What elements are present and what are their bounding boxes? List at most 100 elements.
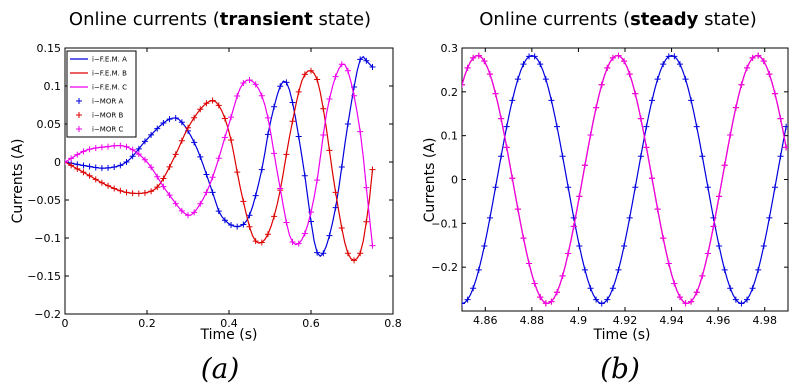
series-marker: [727, 132, 734, 139]
panel-caption: (b): [600, 352, 640, 385]
series-marker: [559, 153, 566, 160]
series-marker: [526, 53, 533, 60]
series-marker: [166, 192, 173, 199]
x-ticks: 4.86 4.88 4.9 4.92 4.94 4.96 4.98: [473, 48, 777, 327]
series-marker: [598, 300, 605, 307]
series-marker: [240, 80, 247, 87]
x-axis-label: Time (s): [593, 327, 651, 343]
series-marker: [295, 88, 302, 95]
series-marker: [148, 164, 155, 171]
series-0: [462, 53, 788, 307]
series-marker: [338, 225, 345, 232]
series-marker: [344, 250, 351, 257]
series-marker: [209, 97, 216, 104]
y-axis-label: Currents (A): [10, 139, 26, 224]
series-marker: [363, 218, 370, 225]
y-ticks: −0.2 −0.15 −0.1 −0.05 0 0.05 0.1 0.15: [27, 42, 393, 321]
x-ticks: 0 0.2 0.4 0.6 0.8: [62, 48, 402, 330]
series-marker: [221, 217, 228, 224]
series-marker: [704, 184, 711, 191]
series-marker: [721, 162, 728, 169]
series-marker: [760, 242, 767, 249]
series-marker: [581, 266, 588, 273]
series-marker: [609, 285, 616, 292]
series-marker: [492, 90, 499, 97]
y-tick-label: 0: [451, 174, 458, 187]
y-tick-label: 0.05: [37, 118, 62, 131]
series-marker: [308, 209, 314, 216]
series-marker: [203, 189, 210, 196]
y-ticks: −0.2 −0.1 0 0.1 0.2 0.3: [431, 42, 788, 274]
series-marker: [148, 131, 155, 138]
series-marker: [191, 139, 198, 146]
series-marker: [749, 285, 756, 292]
series-marker: [649, 97, 656, 104]
series-marker: [98, 144, 105, 151]
legend-label: i−MOR B: [92, 112, 123, 120]
series-marker: [283, 219, 290, 226]
series-marker: [308, 67, 314, 74]
series-marker: [203, 100, 210, 107]
series-marker: [80, 148, 87, 155]
series-marker: [326, 232, 333, 239]
series-marker: [154, 125, 161, 132]
series-marker: [783, 123, 788, 130]
series-marker: [665, 53, 672, 60]
x-tick-label: 0.2: [138, 317, 156, 330]
series-marker: [721, 266, 728, 273]
series-marker: [464, 296, 471, 303]
series-marker: [80, 162, 87, 169]
series-marker: [148, 188, 155, 195]
series-marker: [258, 92, 265, 99]
series-marker: [289, 239, 296, 246]
series-marker: [105, 182, 112, 189]
series-marker: [587, 132, 594, 139]
series-marker: [98, 179, 105, 186]
series-marker: [326, 95, 333, 102]
series-marker: [234, 93, 241, 100]
series-marker: [135, 145, 142, 152]
series-marker: [357, 250, 364, 257]
y-tick-label: −0.2: [34, 308, 61, 321]
series-marker: [271, 213, 278, 220]
series-marker: [234, 223, 241, 230]
series-marker: [154, 184, 161, 191]
series-marker: [632, 90, 639, 97]
series-marker: [771, 90, 778, 97]
series-marker: [716, 242, 723, 249]
series-marker: [660, 61, 667, 68]
series-marker: [117, 142, 124, 149]
series-marker: [197, 200, 204, 207]
series-2: [462, 52, 788, 307]
series-marker: [314, 76, 321, 83]
series-marker: [65, 159, 68, 165]
y-axis-label: Currents (A): [422, 138, 438, 223]
series-marker: [732, 296, 739, 303]
series-marker: [565, 184, 572, 191]
series-marker: [68, 162, 75, 169]
series-marker: [654, 206, 661, 213]
series-marker: [520, 235, 527, 242]
series-marker: [314, 249, 321, 256]
series-marker: [351, 257, 358, 264]
series-marker: [462, 300, 465, 307]
series-marker: [160, 120, 167, 127]
series-marker: [351, 92, 358, 99]
series-marker: [295, 133, 302, 140]
series-2: [65, 61, 376, 249]
series-marker: [129, 153, 136, 160]
series-marker: [509, 175, 516, 182]
series-marker: [727, 285, 734, 292]
series-marker: [105, 143, 112, 150]
series-marker: [632, 184, 639, 191]
series-marker: [699, 272, 706, 279]
series-marker: [178, 207, 185, 214]
series-marker: [470, 54, 477, 61]
series-marker: [252, 81, 259, 88]
series-marker: [369, 242, 376, 249]
series-marker: [141, 156, 148, 163]
series-marker: [209, 174, 216, 181]
series-marker: [338, 61, 345, 68]
series-marker: [609, 54, 616, 61]
series-marker: [234, 169, 241, 176]
